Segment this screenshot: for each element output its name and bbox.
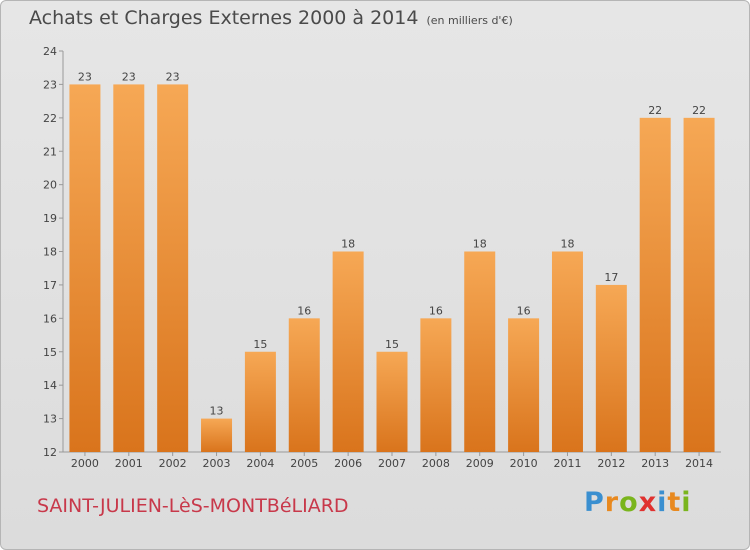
x-tick-label: 2007: [378, 457, 406, 470]
bar-value-label: 15: [253, 338, 267, 351]
x-tick-label: 2000: [71, 457, 99, 470]
y-tick-label: 21: [43, 145, 57, 158]
bar-value-label: 18: [560, 238, 574, 251]
bar-value-label: 23: [78, 70, 92, 83]
bar: [201, 418, 233, 452]
bar: [113, 84, 145, 453]
bar: [551, 251, 583, 452]
y-tick-label: 12: [43, 446, 57, 459]
x-tick-label: 2006: [334, 457, 362, 470]
bar-value-label: 22: [692, 104, 706, 117]
bar: [288, 318, 320, 452]
x-tick-label: 2014: [685, 457, 713, 470]
logo-letter: x: [638, 487, 658, 518]
proxiti-logo: Proxiti: [584, 487, 692, 518]
x-tick-label: 2003: [203, 457, 231, 470]
bar: [332, 251, 364, 452]
chart-title-text: Achats et Charges Externes 2000 à 2014: [29, 7, 419, 29]
logo-letter: i: [657, 487, 668, 518]
bar-value-label: 23: [166, 70, 180, 83]
logo-letter: r: [604, 487, 620, 518]
bar-value-label: 17: [604, 271, 618, 284]
bar-value-label: 16: [297, 304, 311, 317]
y-tick-label: 24: [43, 45, 57, 58]
bar: [157, 84, 189, 453]
x-tick-label: 2011: [553, 457, 581, 470]
logo-letter: o: [619, 487, 639, 518]
y-tick-label: 20: [43, 179, 57, 192]
logo-letter: t: [667, 487, 682, 518]
x-tick-label: 2005: [290, 457, 318, 470]
bar: [464, 251, 496, 452]
x-tick-label: 2012: [597, 457, 625, 470]
y-tick-label: 14: [43, 379, 57, 392]
y-tick-label: 15: [43, 346, 57, 359]
logo-letter: i: [681, 487, 692, 518]
x-tick-label: 2004: [246, 457, 274, 470]
y-tick-label: 13: [43, 413, 57, 426]
y-tick-label: 16: [43, 312, 57, 325]
y-tick-label: 23: [43, 78, 57, 91]
y-tick-label: 17: [43, 279, 57, 292]
bar-value-label: 23: [122, 70, 136, 83]
chart-title: Achats et Charges Externes 2000 à 2014 (e…: [29, 7, 513, 29]
y-tick-label: 19: [43, 212, 57, 225]
bar-value-label: 16: [429, 304, 443, 317]
bar: [683, 117, 715, 452]
bar-value-label: 18: [473, 238, 487, 251]
commune-name: SAINT-JULIEN-LèS-MONTBéLIARD: [37, 495, 349, 517]
bar: [420, 318, 452, 452]
logo-letter: P: [584, 487, 605, 518]
bar-value-label: 13: [210, 405, 224, 418]
chart-unit: (en milliers d'€): [426, 14, 513, 27]
bar-value-label: 22: [648, 104, 662, 117]
x-tick-label: 2001: [115, 457, 143, 470]
bar: [69, 84, 101, 453]
bar: [244, 351, 276, 452]
x-tick-label: 2009: [466, 457, 494, 470]
bar: [508, 318, 540, 452]
bar: [639, 117, 671, 452]
x-tick-label: 2008: [422, 457, 450, 470]
bar-value-label: 16: [517, 304, 531, 317]
bar-value-label: 18: [341, 238, 355, 251]
x-tick-label: 2013: [641, 457, 669, 470]
x-tick-label: 2002: [159, 457, 187, 470]
x-tick-label: 2010: [510, 457, 538, 470]
y-tick-label: 22: [43, 112, 57, 125]
bar-value-label: 15: [385, 338, 399, 351]
y-tick-label: 18: [43, 246, 57, 259]
bar: [376, 351, 408, 452]
bar: [595, 284, 627, 452]
